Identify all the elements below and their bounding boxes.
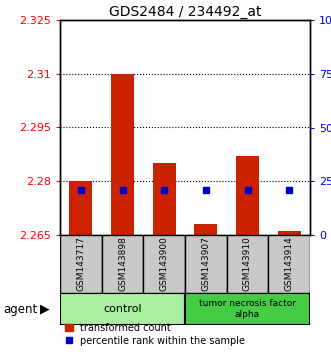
Text: GSM143910: GSM143910: [243, 236, 252, 291]
Bar: [268, 235, 310, 293]
Bar: [111, 74, 134, 235]
Bar: [70, 181, 92, 235]
Text: GSM143907: GSM143907: [201, 236, 210, 291]
Bar: [60, 235, 102, 293]
Bar: [194, 224, 217, 235]
Bar: [185, 293, 310, 325]
Text: tumor necrosis factor
alpha: tumor necrosis factor alpha: [199, 299, 296, 319]
Text: GSM143717: GSM143717: [76, 236, 85, 291]
Legend: transformed count, percentile rank within the sample: transformed count, percentile rank withi…: [65, 323, 245, 346]
Bar: [227, 235, 268, 293]
Bar: [185, 235, 227, 293]
Bar: [236, 156, 259, 235]
Text: GSM143898: GSM143898: [118, 236, 127, 291]
Text: ▶: ▶: [40, 303, 49, 315]
Text: agent: agent: [3, 303, 37, 315]
Bar: [278, 232, 301, 235]
Bar: [153, 163, 176, 235]
Bar: [102, 235, 143, 293]
Text: GSM143914: GSM143914: [285, 236, 294, 291]
Bar: [60, 293, 185, 325]
Bar: [143, 235, 185, 293]
Title: GDS2484 / 234492_at: GDS2484 / 234492_at: [109, 5, 261, 19]
Text: control: control: [103, 304, 142, 314]
Text: GSM143900: GSM143900: [160, 236, 169, 291]
